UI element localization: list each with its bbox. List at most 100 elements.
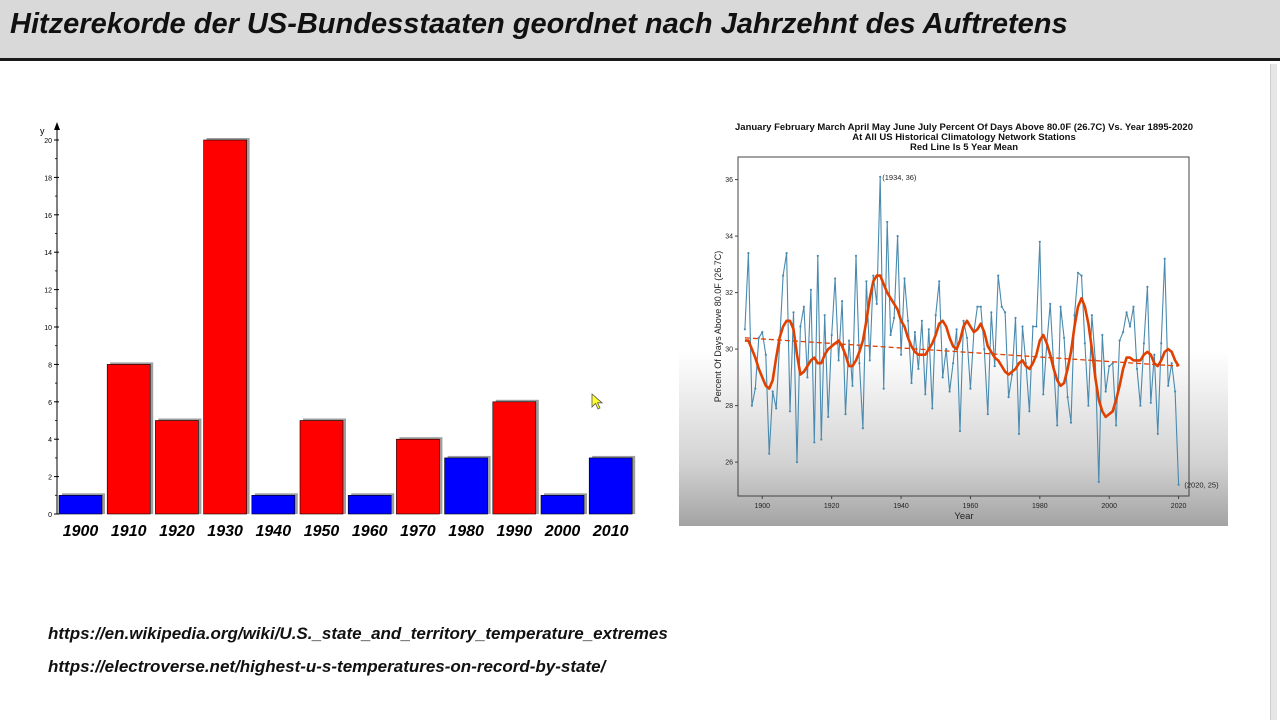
x-tick-label: 2010 — [592, 523, 629, 540]
data-point — [768, 452, 771, 455]
data-point — [1122, 331, 1125, 334]
data-point — [938, 280, 941, 283]
data-point — [1021, 325, 1024, 328]
data-point — [931, 407, 934, 410]
data-point — [1059, 305, 1062, 308]
y-tick-label: 6 — [48, 400, 52, 407]
data-point — [882, 387, 885, 390]
slide-title: Hitzerekorde der US-Bundesstaaten geordn… — [10, 8, 1068, 40]
data-point — [785, 252, 788, 255]
y-tick-label: 36 — [725, 177, 733, 184]
bar-1920 — [155, 420, 199, 515]
y-tick-label: 16 — [44, 213, 52, 220]
data-point — [854, 254, 858, 257]
data-point — [820, 438, 823, 441]
source-link-electroverse[interactable]: https://electroverse.net/highest-u-s-tem… — [48, 657, 606, 676]
chart-subtitle-2: Red Line Is 5 Year Mean — [910, 142, 1018, 153]
data-point — [1125, 311, 1128, 314]
source-link-wikipedia[interactable]: https://en.wikipedia.org/wiki/U.S._state… — [48, 624, 668, 643]
data-point — [775, 407, 778, 410]
data-point — [969, 387, 972, 390]
data-point — [858, 362, 861, 365]
data-point — [816, 254, 819, 257]
data-point — [913, 331, 916, 334]
x-axis-label: Year — [954, 511, 973, 522]
data-point — [837, 359, 840, 362]
x-tick-label: 1910 — [111, 523, 147, 540]
point-annotation: (1934, 36) — [882, 173, 917, 182]
data-point — [955, 328, 958, 331]
y-axis-label: Percent Of Days Above 80.0F (26.7C) — [713, 251, 723, 403]
bar-1910 — [106, 364, 151, 515]
data-point — [927, 328, 930, 331]
x-tick-label: 1930 — [207, 523, 243, 540]
data-point — [806, 376, 809, 379]
data-point — [1170, 362, 1173, 365]
data-point — [788, 410, 792, 413]
x-tick-label: 1990 — [497, 523, 533, 540]
data-point — [962, 319, 965, 322]
data-point — [976, 305, 979, 308]
x-tick-label: 1960 — [963, 503, 979, 510]
data-point — [747, 252, 750, 255]
data-point — [834, 277, 837, 280]
data-point — [1017, 432, 1021, 435]
bar-chart: y 0 2 4 6 8 10 12 14 16 18 20 1900 1910 1920 1930 1940 19… — [40, 122, 636, 540]
data-point — [1007, 396, 1010, 399]
bar-1900 — [58, 494, 103, 515]
data-point — [1156, 432, 1159, 435]
x-tick-label: 1970 — [400, 523, 436, 540]
x-tick-label: 1950 — [304, 523, 340, 540]
bar-1940 — [251, 494, 296, 515]
data-point — [1083, 342, 1086, 345]
y-tick-label: 2 — [48, 475, 52, 482]
data-point — [1090, 314, 1093, 317]
y-axis-label: y — [40, 126, 45, 136]
data-point — [757, 336, 760, 339]
x-tick-label: 1960 — [352, 523, 388, 540]
data-point — [799, 325, 802, 328]
y-tick-label: 14 — [44, 250, 52, 257]
data-point — [983, 348, 986, 351]
data-point — [1132, 305, 1135, 308]
bar-2010 — [588, 457, 633, 515]
data-point — [865, 280, 868, 283]
data-point — [900, 353, 903, 356]
data-point — [1063, 336, 1066, 339]
data-point — [750, 404, 753, 407]
data-point — [1094, 359, 1097, 362]
x-tick-label: 1980 — [448, 523, 484, 540]
bar-1990 — [492, 401, 537, 515]
climate-chart: January February March April May June Ju… — [679, 110, 1228, 526]
y-tick-label: 30 — [725, 347, 733, 354]
y-tick-label: 20 — [44, 138, 52, 145]
bar-1930 — [203, 139, 247, 515]
data-point — [841, 300, 844, 303]
x-tick-label: 2020 — [1171, 503, 1187, 510]
data-point — [993, 365, 996, 368]
scrollbar-track[interactable] — [1270, 64, 1277, 720]
data-point — [743, 328, 746, 331]
climate-chart-panel: January February March April May June Ju… — [679, 110, 1228, 526]
data-point — [945, 348, 948, 351]
data-point — [986, 413, 989, 416]
data-point — [941, 376, 944, 379]
data-point — [952, 362, 955, 365]
data-point — [872, 274, 875, 277]
data-point — [861, 427, 864, 430]
data-point — [792, 311, 795, 314]
chart-subtitle: At All US Historical Climatology Network… — [852, 132, 1075, 143]
bar-1980 — [444, 457, 488, 515]
data-point — [1056, 424, 1059, 427]
plot-frame — [737, 156, 1190, 497]
data-point — [910, 381, 913, 385]
y-tick-label: 26 — [725, 460, 733, 467]
data-point — [1035, 325, 1038, 328]
x-tick-label: 1940 — [256, 523, 292, 540]
data-point — [1163, 257, 1166, 260]
data-point — [1139, 404, 1142, 407]
mouse-pointer-icon — [591, 393, 603, 410]
y-tick-label: 8 — [48, 362, 52, 369]
bar-1960 — [347, 494, 392, 515]
data-point — [886, 220, 889, 224]
